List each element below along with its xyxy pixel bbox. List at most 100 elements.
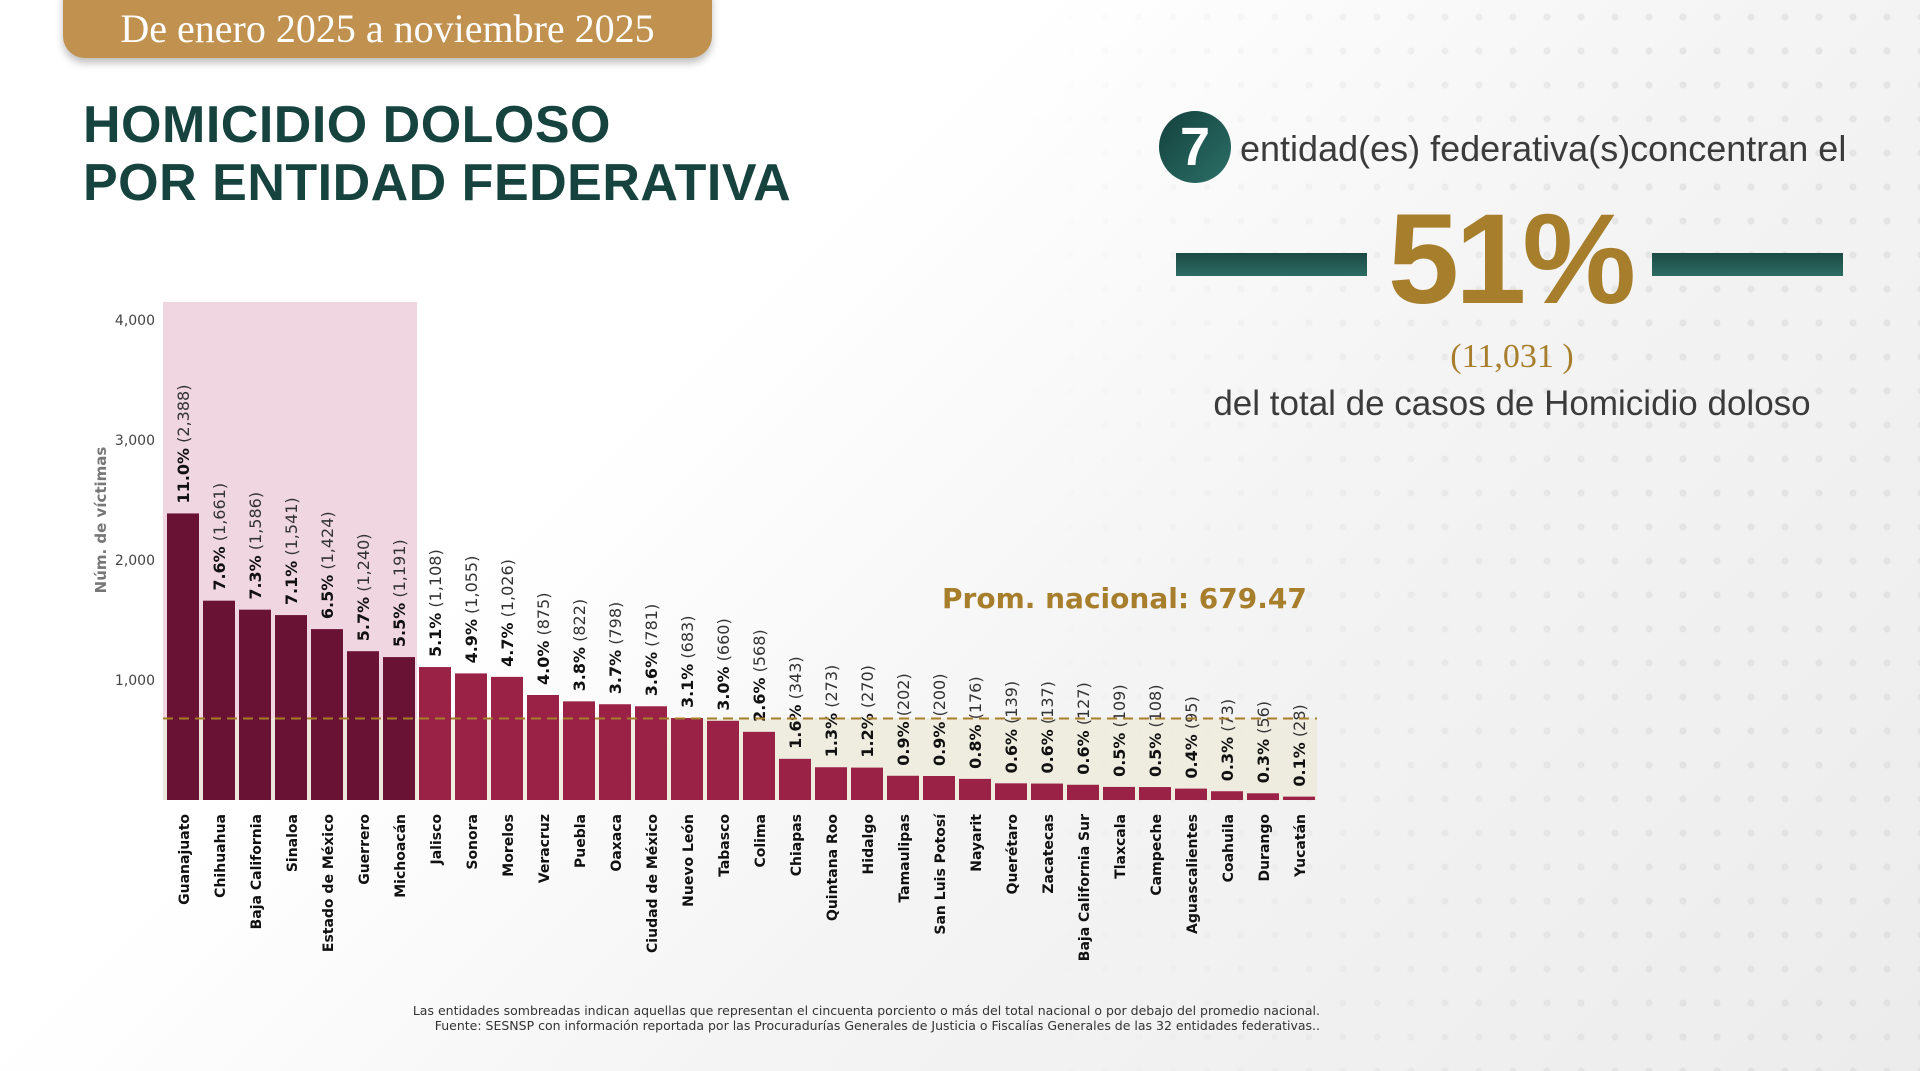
- x-tick-label: Sinaloa: [285, 814, 301, 872]
- bar-yucatán: [1283, 796, 1315, 800]
- bar-oaxaca: [599, 704, 631, 800]
- divider-right: [1652, 253, 1843, 276]
- bar-estado-de-méxico: [311, 629, 343, 800]
- data-label: 5.5% (1,191): [390, 539, 409, 647]
- data-label: 0.6% (127): [1074, 682, 1093, 774]
- bar-nuevo-león: [671, 718, 703, 800]
- bar-sonora: [455, 673, 487, 800]
- bar-colima: [743, 731, 775, 800]
- x-tick-label: Tlaxcala: [1113, 814, 1129, 879]
- data-label: 7.6% (1,661): [210, 483, 229, 591]
- x-tick-label: Baja California: [249, 814, 265, 929]
- data-label: 0.5% (109): [1110, 684, 1129, 776]
- data-label: 0.9% (200): [930, 674, 949, 766]
- x-tick-label: Coahuila: [1221, 814, 1237, 882]
- bar-michoacán: [383, 657, 415, 800]
- x-tick-label: Tabasco: [717, 814, 733, 877]
- x-tick-label: Estado de México: [321, 814, 337, 952]
- bar-jalisco: [419, 667, 451, 800]
- data-label: 0.6% (137): [1038, 681, 1057, 773]
- x-tick-label: Nuevo León: [681, 814, 697, 907]
- x-tick-label: Yucatán: [1293, 814, 1309, 878]
- data-label: 0.6% (139): [1002, 681, 1021, 773]
- average-label: Prom. nacional: 679.47: [942, 582, 1307, 615]
- data-label: 7.1% (1,541): [282, 497, 301, 605]
- bar-chiapas: [779, 758, 811, 800]
- x-tick-label: Morelos: [501, 814, 517, 877]
- title-line-2: POR ENTIDAD FEDERATIVA: [83, 154, 792, 212]
- x-tick-label: Querétaro: [1005, 814, 1021, 895]
- bar-quintana-roo: [815, 767, 847, 800]
- y-axis-label: Núm. de víctimas: [92, 447, 110, 594]
- bar-guerrero: [347, 651, 379, 800]
- x-tick-label: Veracruz: [537, 814, 553, 883]
- dot-pattern: [1020, 0, 1920, 1071]
- data-label: 3.8% (822): [570, 599, 589, 691]
- y-tick-label: 4,000: [115, 313, 155, 329]
- x-tick-label: Oaxaca: [609, 814, 625, 872]
- bar-morelos: [491, 676, 523, 800]
- bar-san-luis-potosí: [923, 776, 955, 800]
- data-label: 4.0% (875): [534, 593, 553, 685]
- x-tick-label: Durango: [1257, 814, 1273, 882]
- data-label: 1.3% (273): [822, 665, 841, 757]
- data-label: 0.3% (73): [1218, 699, 1237, 781]
- data-label: 11.0% (2,388): [174, 385, 193, 504]
- data-label: 5.7% (1,240): [354, 533, 373, 641]
- entity-count-badge: 7: [1159, 111, 1231, 183]
- concentrate-text: entidad(es) federativa(s)concentran el: [1240, 128, 1847, 169]
- bar-baja-california-sur: [1067, 784, 1099, 800]
- x-tick-label: Tamaulipas: [897, 814, 913, 903]
- data-label: 0.4% (95): [1182, 696, 1201, 778]
- data-label: 2.6% (568): [750, 629, 769, 721]
- data-label: 0.1% (28): [1290, 704, 1309, 786]
- y-tick-label: 1,000: [115, 673, 155, 689]
- data-label: 1.6% (343): [786, 656, 805, 748]
- x-tick-label: Nayarit: [969, 814, 985, 872]
- y-tick-label: 3,000: [115, 433, 155, 449]
- data-label: 0.8% (176): [966, 676, 985, 768]
- data-label: 4.9% (1,055): [462, 556, 481, 664]
- x-tick-label: Campeche: [1149, 814, 1165, 896]
- percent-value: 51%: [1387, 188, 1636, 331]
- bar-sinaloa: [275, 615, 307, 800]
- bar-hidalgo: [851, 767, 883, 800]
- footnote-line-1: Las entidades sombreadas indican aquella…: [412, 1003, 1320, 1018]
- data-label: 5.1% (1,108): [426, 549, 445, 657]
- x-tick-label: Sonora: [465, 814, 481, 870]
- footnote: Las entidades sombreadas indican aquella…: [413, 1003, 1320, 1033]
- y-tick-label: 2,000: [115, 553, 155, 569]
- data-label: 6.5% (1,424): [318, 511, 337, 619]
- data-label: 1.2% (270): [858, 665, 877, 757]
- data-label: 0.9% (202): [894, 673, 913, 765]
- bar-aguascalientes: [1175, 788, 1207, 800]
- x-tick-label: Zacatecas: [1041, 814, 1057, 894]
- data-label: 0.5% (108): [1146, 685, 1165, 777]
- total-text: del total de casos de Homicidio doloso: [1213, 384, 1811, 423]
- x-tick-label: Guanajuato: [177, 814, 193, 905]
- bar-zacatecas: [1031, 783, 1063, 800]
- x-tick-label: Ciudad de México: [645, 814, 661, 953]
- bar-guanajuato: [167, 513, 199, 800]
- x-tick-label: Baja California Sur: [1077, 814, 1093, 961]
- data-label: 3.1% (683): [678, 616, 697, 708]
- data-label: 3.7% (798): [606, 602, 625, 694]
- x-tick-label: Guerrero: [357, 814, 373, 885]
- x-tick-label: Chihuahua: [213, 814, 229, 898]
- x-tick-label: Colima: [753, 814, 769, 868]
- x-tick-label: Hidalgo: [861, 814, 877, 875]
- bar-veracruz: [527, 695, 559, 800]
- title-line-1: HOMICIDIO DOLOSO: [83, 96, 611, 154]
- page-title: HOMICIDIO DOLOSO POR ENTIDAD FEDERATIVA: [83, 96, 791, 212]
- bar-baja-california: [239, 609, 271, 800]
- data-label: 3.0% (660): [714, 618, 733, 710]
- period-banner: De enero 2025 a noviembre 2025: [63, 0, 712, 58]
- bar-campeche: [1139, 787, 1171, 800]
- data-label: 7.3% (1,586): [246, 492, 265, 600]
- x-tick-label: Michoacán: [393, 814, 409, 898]
- x-tick-label: Puebla: [573, 814, 589, 868]
- data-label: 3.6% (781): [642, 604, 661, 696]
- bar-durango: [1247, 793, 1279, 800]
- x-tick-label: San Luis Potosí: [933, 813, 949, 935]
